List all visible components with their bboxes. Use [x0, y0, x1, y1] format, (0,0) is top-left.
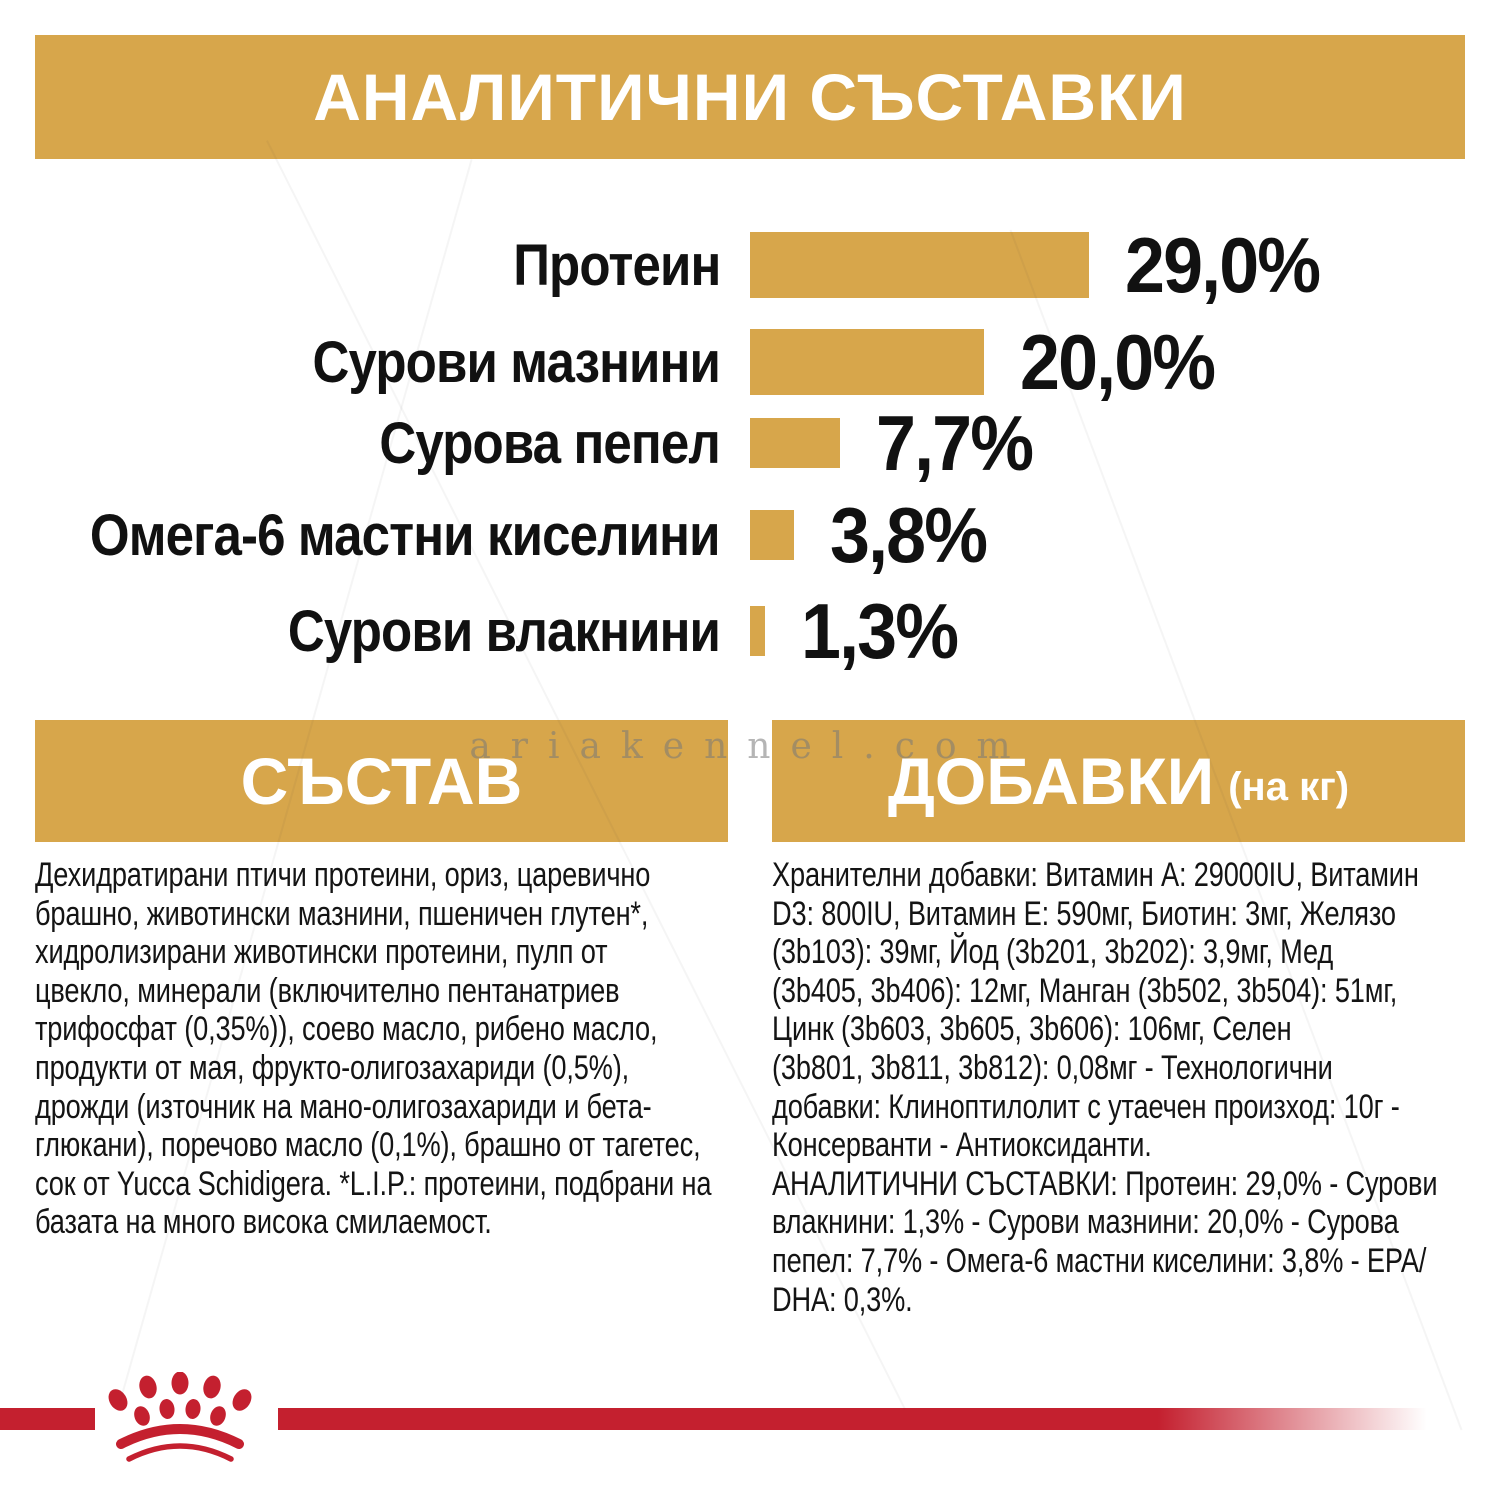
chart-bar [750, 329, 984, 395]
chart-row: Сурови мазнини 20,0% [0, 318, 1500, 406]
chart-value-label: 29,0% [1125, 220, 1321, 309]
chart-category-label: Сурови мазнини [312, 329, 721, 395]
chart-value-label: 20,0% [1020, 317, 1216, 406]
composition-title: СЪСТАВ [240, 744, 523, 818]
additives-unit: (на кг) [1228, 764, 1350, 809]
chart-value-label: 7,7% [876, 398, 1034, 487]
chart-bar [750, 232, 1089, 298]
additives-banner: ДОБАВКИ (на кг) [772, 720, 1465, 842]
chart-bar [750, 606, 765, 656]
chart-row: Сурова пепел 7,7% [0, 399, 1500, 487]
chart-bar [750, 418, 840, 468]
composition-text: Дехидратирани птичи протеини, ориз, царе… [35, 856, 712, 1242]
chart-row: Протеин 29,0% [0, 221, 1500, 309]
chart-category-label: Протеин [512, 232, 721, 298]
additives-title: ДОБАВКИ [887, 744, 1215, 818]
chart-category-label: Омега-6 мастни киселини [90, 502, 721, 568]
brand-band-right [278, 1408, 1500, 1430]
composition-banner: СЪСТАВ [35, 720, 728, 842]
additives-text: Хранителни добавки: Витамин А: 29000IU, … [772, 856, 1438, 1319]
chart-bar [750, 510, 794, 560]
chart-value-label: 3,8% [830, 490, 988, 579]
brand-band-left [0, 1408, 95, 1430]
chart-category-label: Сурови влакнини [287, 598, 721, 664]
chart-row: Омега-6 мастни киселини 3,8% [0, 491, 1500, 579]
analytical-constituents-banner: АНАЛИТИЧНИ СЪСТАВКИ [35, 35, 1465, 159]
chart-value-label: 1,3% [801, 586, 959, 675]
chart-row: Сурови влакнини 1,3% [0, 587, 1500, 675]
analytical-constituents-title: АНАЛИТИЧНИ СЪСТАВКИ [313, 60, 1187, 134]
chart-category-label: Сурова пепел [379, 410, 721, 476]
royal-canin-crown-logo [108, 1372, 252, 1462]
